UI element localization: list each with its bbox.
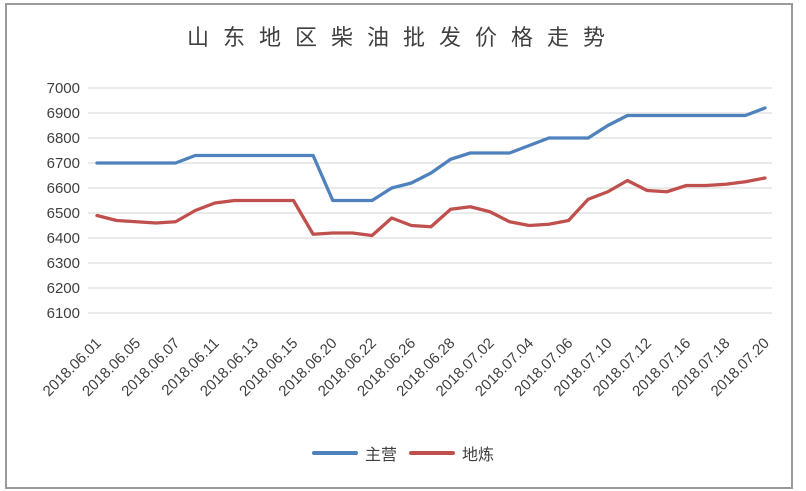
y-tick-label: 6900: [47, 105, 80, 122]
local-refinery-series-line: [95, 176, 767, 238]
legend-item-main: 主营: [311, 441, 397, 465]
chart-legend: 主营 地炼: [0, 441, 806, 465]
main-series-line: [95, 106, 767, 203]
y-tick-label: 6600: [47, 180, 80, 197]
y-tick-label: 6400: [47, 230, 80, 247]
y-tick-label: 6200: [47, 280, 80, 297]
y-tick-label: 6800: [47, 130, 80, 147]
y-axis-tick-labels: 7000 6900 6800 6700 6600 6500 6400 6300 6200 6100: [47, 80, 80, 322]
y-tick-label: 6300: [47, 255, 80, 272]
x-axis-tick-labels: 2018.06.012018.06.052018.06.072018.06.11…: [40, 335, 773, 400]
y-tick-label: 6700: [47, 155, 80, 172]
legend-line-swatch-main: [311, 451, 358, 455]
chart-window-border: [5, 3, 793, 489]
y-tick-label: 6500: [47, 205, 80, 222]
legend-label-main: 主营: [364, 447, 397, 464]
y-tick-label: 6100: [47, 305, 80, 322]
legend-label-local-refinery: 地炼: [462, 447, 495, 464]
chart-title: 山东地区柴油批发价格走势: [186, 25, 619, 50]
y-tick-label: 7000: [47, 80, 80, 97]
gridlines: [88, 87, 772, 314]
legend-line-swatch-local-refinery: [409, 451, 455, 455]
legend-item-local-refinery: 地炼: [409, 441, 494, 465]
